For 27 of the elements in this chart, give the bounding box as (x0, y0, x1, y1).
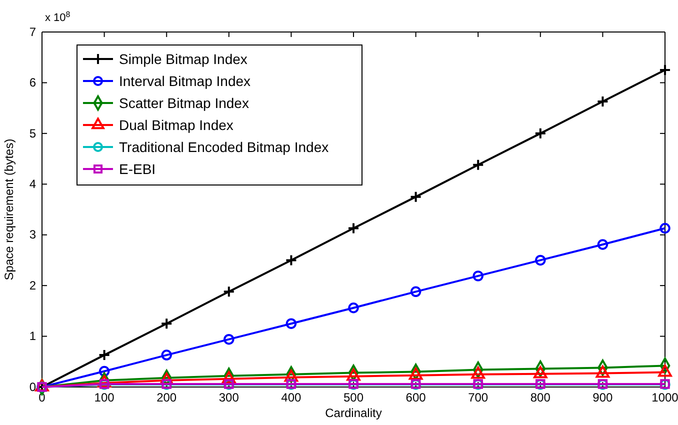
x-axis-title: Cardinality (325, 406, 382, 420)
x-tick-label: 800 (530, 390, 551, 405)
y-tick-label: 5 (29, 126, 36, 140)
x-tick-label: 400 (281, 390, 302, 405)
x-tick-label: 900 (592, 390, 614, 405)
y-tick-label: 3 (29, 228, 36, 242)
x-tick-label: 500 (343, 390, 364, 405)
legend-label: Traditional Encoded Bitmap Index (119, 139, 329, 155)
y-tick-label: 4 (29, 176, 36, 191)
y-axis-title: Space requirement (bytes) (2, 138, 16, 280)
x-tick-label: 100 (94, 390, 115, 405)
legend-label: Simple Bitmap Index (119, 51, 248, 67)
x-tick-label: 600 (406, 390, 426, 405)
y-tick-label: 7 (29, 24, 36, 39)
text: x 10$^{8}$ (45, 10, 71, 24)
x-tick-label: 300 (218, 390, 240, 405)
x-tick-label: 700 (468, 390, 488, 405)
legend-label: Scatter Bitmap Index (119, 95, 249, 111)
legend-label: Dual Bitmap Index (119, 117, 234, 133)
legend-label: Interval Bitmap Index (119, 73, 251, 89)
x-tick-label: 200 (156, 390, 177, 405)
legend-label: E-EBI (119, 161, 156, 177)
y-tick-label: 2 (29, 278, 36, 292)
y-tick-label: 6 (29, 76, 36, 90)
y-tick-label: 0 (29, 380, 36, 394)
y-tick-label: 1 (29, 329, 36, 344)
x-tick-label: 1000 (652, 390, 678, 405)
